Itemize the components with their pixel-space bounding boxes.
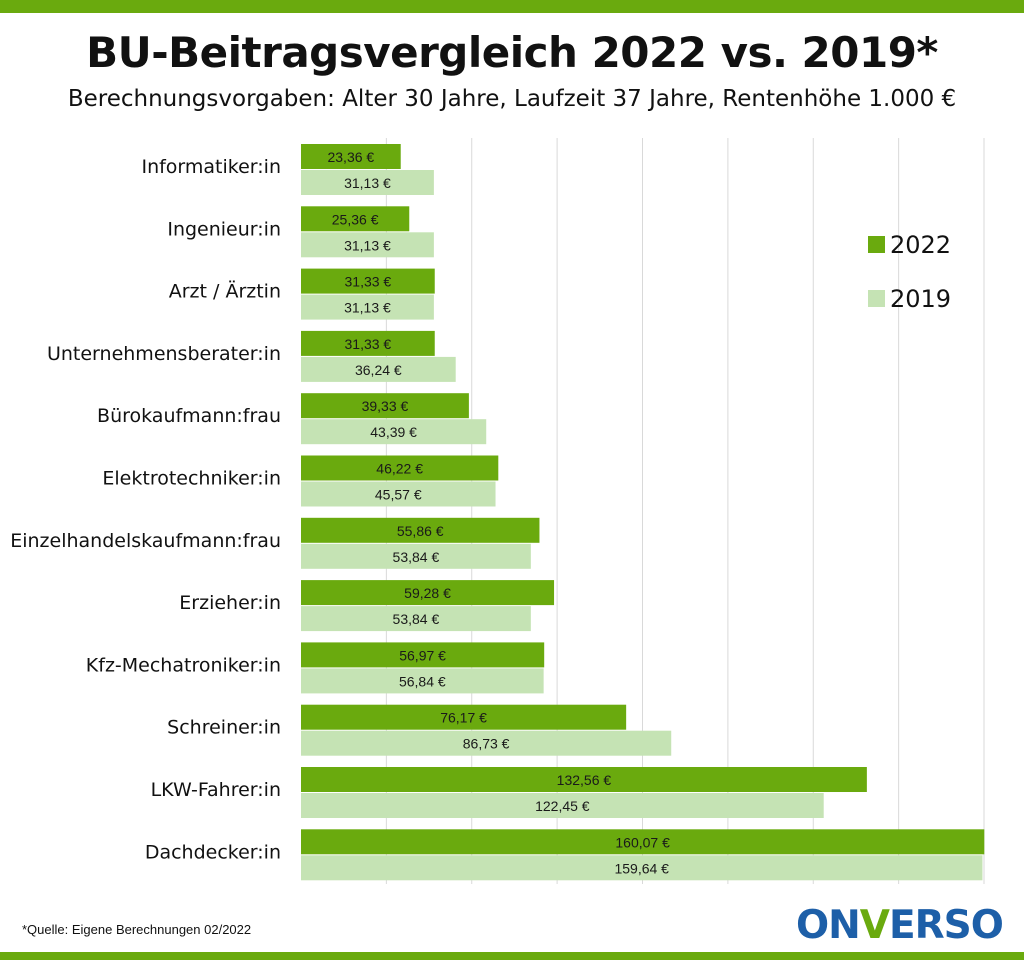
chart-subtitle: Berechnungsvorgaben: Alter 30 Jahre, Lau… bbox=[67, 86, 957, 112]
bar-2019 bbox=[301, 170, 434, 195]
logo-part-on: ON bbox=[796, 903, 861, 948]
bar-2022 bbox=[301, 704, 627, 730]
bar-2019-value-label: 159,64 € bbox=[614, 860, 669, 876]
category-label: LKW-Fahrer:in bbox=[151, 779, 281, 801]
category-label: Informatiker:in bbox=[141, 156, 281, 178]
onverso-logo: ONVERSO bbox=[796, 903, 1004, 948]
bar-2019-value-label: 53,84 € bbox=[393, 611, 440, 627]
top-accent-bar bbox=[0, 0, 1024, 13]
bar-2019 bbox=[301, 793, 824, 818]
bar-2019-value-label: 56,84 € bbox=[399, 673, 446, 689]
legend-2022-label: 2022 bbox=[890, 231, 951, 259]
bar-2019 bbox=[301, 730, 672, 756]
bar-2022 bbox=[301, 642, 545, 668]
bar-2022-value-label: 31,33 € bbox=[345, 336, 392, 352]
logo-part-erso: ERSO bbox=[888, 903, 1004, 948]
category-label: Elektrotechniker:in bbox=[102, 468, 281, 490]
legend-2019-swatch bbox=[868, 290, 885, 307]
legend-2022-swatch bbox=[868, 236, 885, 253]
category-label: Einzelhandelskaufmann:frau bbox=[10, 530, 281, 552]
bar-2019 bbox=[301, 419, 487, 445]
bar-2019-value-label: 31,13 € bbox=[344, 237, 391, 253]
bar-2022 bbox=[301, 393, 469, 419]
bar-2019-value-label: 45,57 € bbox=[375, 487, 422, 503]
bar-2022-value-label: 56,97 € bbox=[399, 647, 446, 663]
category-label: Kfz-Mechatroniker:in bbox=[86, 654, 281, 676]
bar-2019-value-label: 43,39 € bbox=[370, 424, 417, 440]
category-label: Erzieher:in bbox=[179, 592, 281, 614]
bottom-accent-bar bbox=[0, 952, 1024, 960]
bar-2019 bbox=[301, 606, 531, 632]
bar-2022-value-label: 76,17 € bbox=[440, 710, 487, 726]
bar-2022 bbox=[301, 580, 555, 606]
bar-2022-value-label: 59,28 € bbox=[404, 585, 451, 601]
legend-2019-label: 2019 bbox=[890, 285, 951, 313]
bar-2022-value-label: 31,33 € bbox=[345, 274, 392, 290]
bar-2019-value-label: 53,84 € bbox=[393, 549, 440, 565]
bar-2022-value-label: 160,07 € bbox=[615, 834, 670, 850]
bar-2022-value-label: 132,56 € bbox=[557, 772, 612, 788]
bar-2019-value-label: 31,13 € bbox=[344, 175, 391, 191]
category-label: Dachdecker:in bbox=[145, 841, 281, 863]
bar-2022 bbox=[301, 144, 401, 169]
category-label: Ingenieur:in bbox=[167, 218, 281, 240]
category-label: Arzt / Ärztin bbox=[169, 280, 281, 303]
bar-2022-value-label: 46,22 € bbox=[376, 461, 423, 477]
bar-2019 bbox=[301, 543, 531, 569]
bar-2019 bbox=[301, 356, 456, 382]
bar-2022-value-label: 25,36 € bbox=[332, 211, 379, 227]
bar-2019 bbox=[301, 232, 434, 258]
bar-2019-value-label: 122,45 € bbox=[535, 798, 590, 814]
category-label: Unternehmensberater:in bbox=[47, 343, 281, 365]
bar-2022-value-label: 23,36 € bbox=[327, 149, 374, 165]
bar-2022 bbox=[301, 517, 540, 543]
bar-2019-value-label: 86,73 € bbox=[463, 736, 510, 752]
bar-2022 bbox=[301, 455, 499, 481]
bar-2022-value-label: 39,33 € bbox=[362, 398, 409, 414]
bar-2019 bbox=[301, 668, 544, 694]
chart-title: BU-Beitragsvergleich 2022 vs. 2019* bbox=[86, 28, 938, 77]
bar-2022 bbox=[301, 829, 985, 855]
bar-2019 bbox=[301, 855, 983, 881]
bar-2022 bbox=[301, 330, 435, 356]
bar-2019 bbox=[301, 294, 434, 320]
bar-2022 bbox=[301, 268, 435, 294]
logo-part-v: V bbox=[859, 903, 890, 948]
bar-2019 bbox=[301, 481, 496, 507]
bar-2022 bbox=[301, 206, 410, 232]
category-label: Schreiner:in bbox=[167, 717, 281, 739]
bar-2022-value-label: 55,86 € bbox=[397, 523, 444, 539]
category-label: Bürokaufmann:frau bbox=[97, 405, 281, 427]
bar-2022 bbox=[301, 767, 867, 792]
source-footnote: *Quelle: Eigene Berechnungen 02/2022 bbox=[22, 922, 252, 937]
bar-2019-value-label: 36,24 € bbox=[355, 362, 402, 378]
bar-2019-value-label: 31,13 € bbox=[344, 300, 391, 316]
